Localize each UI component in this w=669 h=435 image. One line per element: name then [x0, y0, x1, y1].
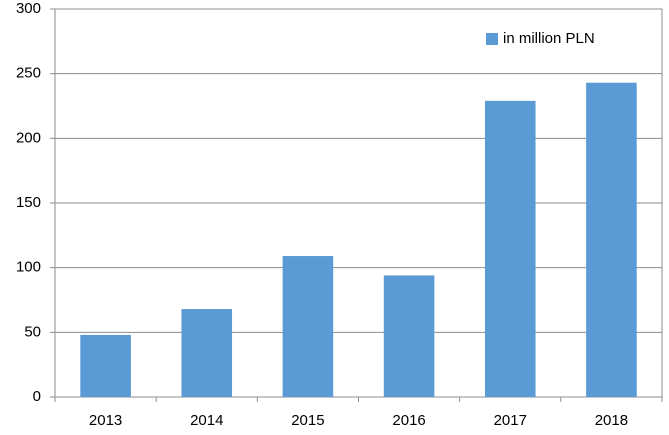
- x-tick-label: 2017: [494, 412, 527, 429]
- x-tick-label: 2015: [291, 412, 324, 429]
- x-tick-label: 2016: [392, 412, 425, 429]
- bar: [586, 82, 637, 397]
- x-tick-label: 2014: [190, 412, 223, 429]
- bar: [282, 256, 334, 397]
- y-tick-label: 300: [16, 0, 41, 17]
- legend-swatch: [486, 33, 498, 45]
- legend-label: in million PLN: [503, 30, 595, 47]
- bar: [383, 275, 435, 397]
- x-tick-label: 2013: [89, 412, 122, 429]
- y-tick-label: 150: [16, 194, 41, 211]
- bar: [484, 100, 536, 398]
- bar: [80, 334, 131, 397]
- y-tick-label: 100: [16, 259, 41, 276]
- x-tick-label: 2018: [595, 412, 628, 429]
- bar: [181, 309, 233, 397]
- y-tick-label: 200: [16, 129, 41, 146]
- y-tick-label: 250: [16, 65, 41, 82]
- y-tick-label: 50: [24, 323, 41, 340]
- y-tick-label: 0: [33, 388, 41, 405]
